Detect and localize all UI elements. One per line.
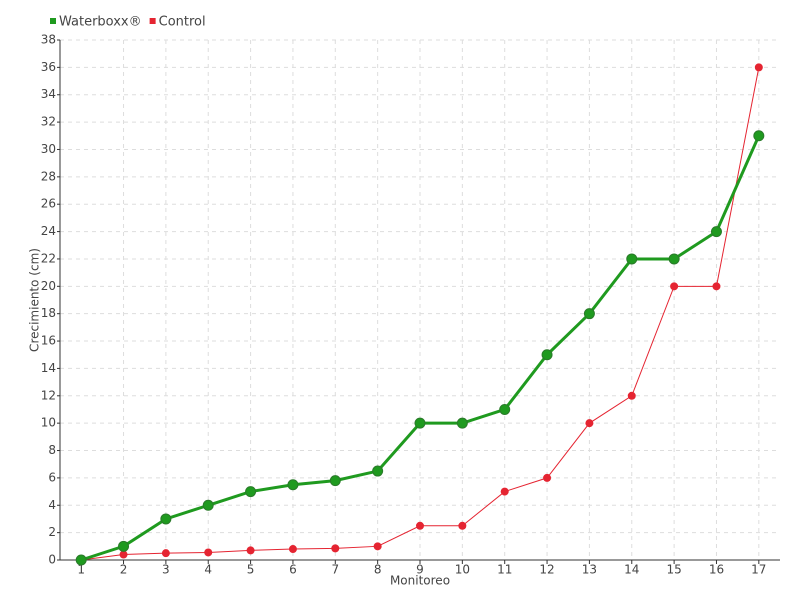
y-tick-label: 6 [48, 470, 56, 484]
y-tick-label: 30 [41, 142, 56, 156]
x-tick-label: 11 [497, 563, 512, 577]
x-tick-label: 16 [709, 563, 724, 577]
data-point [543, 473, 552, 482]
y-tick-label: 2 [48, 525, 56, 539]
y-tick-label: 10 [41, 416, 56, 430]
y-tick-label: 18 [41, 306, 56, 320]
data-point [202, 499, 214, 511]
y-tick-label: 22 [41, 251, 56, 265]
legend-swatch [50, 18, 56, 24]
y-axis-label: Crecimiento (cm) [28, 248, 42, 352]
y-tick-label: 12 [41, 388, 56, 402]
data-point [670, 282, 679, 291]
data-point [75, 554, 87, 566]
data-point [626, 253, 638, 265]
data-point [583, 308, 595, 320]
y-tick-label: 26 [41, 197, 56, 211]
y-tick-label: 16 [41, 334, 56, 348]
data-point [204, 548, 213, 557]
y-tick-label: 8 [48, 443, 56, 457]
x-tick-label: 1 [77, 563, 85, 577]
x-tick-label: 7 [331, 563, 339, 577]
data-point [331, 544, 340, 553]
x-tick-label: 9 [416, 563, 424, 577]
data-point [329, 475, 341, 487]
data-point [753, 130, 765, 142]
y-tick-label: 36 [41, 60, 56, 74]
data-point [118, 540, 130, 552]
x-tick-label: 3 [162, 563, 170, 577]
y-tick-label: 32 [41, 115, 56, 129]
legend-label: Control [159, 15, 206, 30]
data-point [710, 226, 722, 238]
x-tick-label: 4 [204, 563, 212, 577]
data-point [541, 349, 553, 361]
y-tick-label: 20 [41, 279, 56, 293]
x-tick-label: 2 [120, 563, 128, 577]
data-point [288, 545, 297, 554]
data-point [668, 253, 680, 265]
x-tick-label: 6 [289, 563, 297, 577]
data-point [372, 465, 384, 477]
data-point [287, 479, 299, 491]
data-point [499, 403, 511, 415]
legend-label: Waterboxx® [59, 15, 142, 30]
data-point [712, 282, 721, 291]
data-point [456, 417, 468, 429]
data-point [414, 417, 426, 429]
data-point [161, 549, 170, 558]
x-tick-label: 5 [247, 563, 255, 577]
y-tick-label: 38 [41, 33, 56, 47]
data-point [119, 550, 128, 559]
x-tick-label: 17 [751, 563, 766, 577]
y-tick-label: 28 [41, 169, 56, 183]
data-point [160, 513, 172, 525]
x-tick-label: 12 [539, 563, 554, 577]
x-tick-label: 15 [666, 563, 681, 577]
y-tick-label: 24 [41, 224, 56, 238]
x-tick-label: 8 [374, 563, 382, 577]
x-tick-label: 10 [455, 563, 470, 577]
y-tick-label: 0 [48, 553, 56, 567]
x-tick-label: 14 [624, 563, 639, 577]
data-point [585, 419, 594, 428]
y-tick-label: 14 [41, 361, 56, 375]
y-tick-label: 34 [41, 87, 56, 101]
y-tick-label: 4 [48, 498, 56, 512]
data-point [627, 391, 636, 400]
x-tick-label: 13 [582, 563, 597, 577]
data-point [245, 486, 257, 498]
data-point [373, 542, 382, 551]
data-point [458, 521, 467, 530]
data-point [416, 521, 424, 530]
x-axis-label: Monitoreo [390, 574, 450, 588]
data-point [500, 487, 509, 496]
data-point [754, 63, 763, 72]
legend-swatch [149, 18, 156, 24]
data-point [246, 546, 255, 555]
